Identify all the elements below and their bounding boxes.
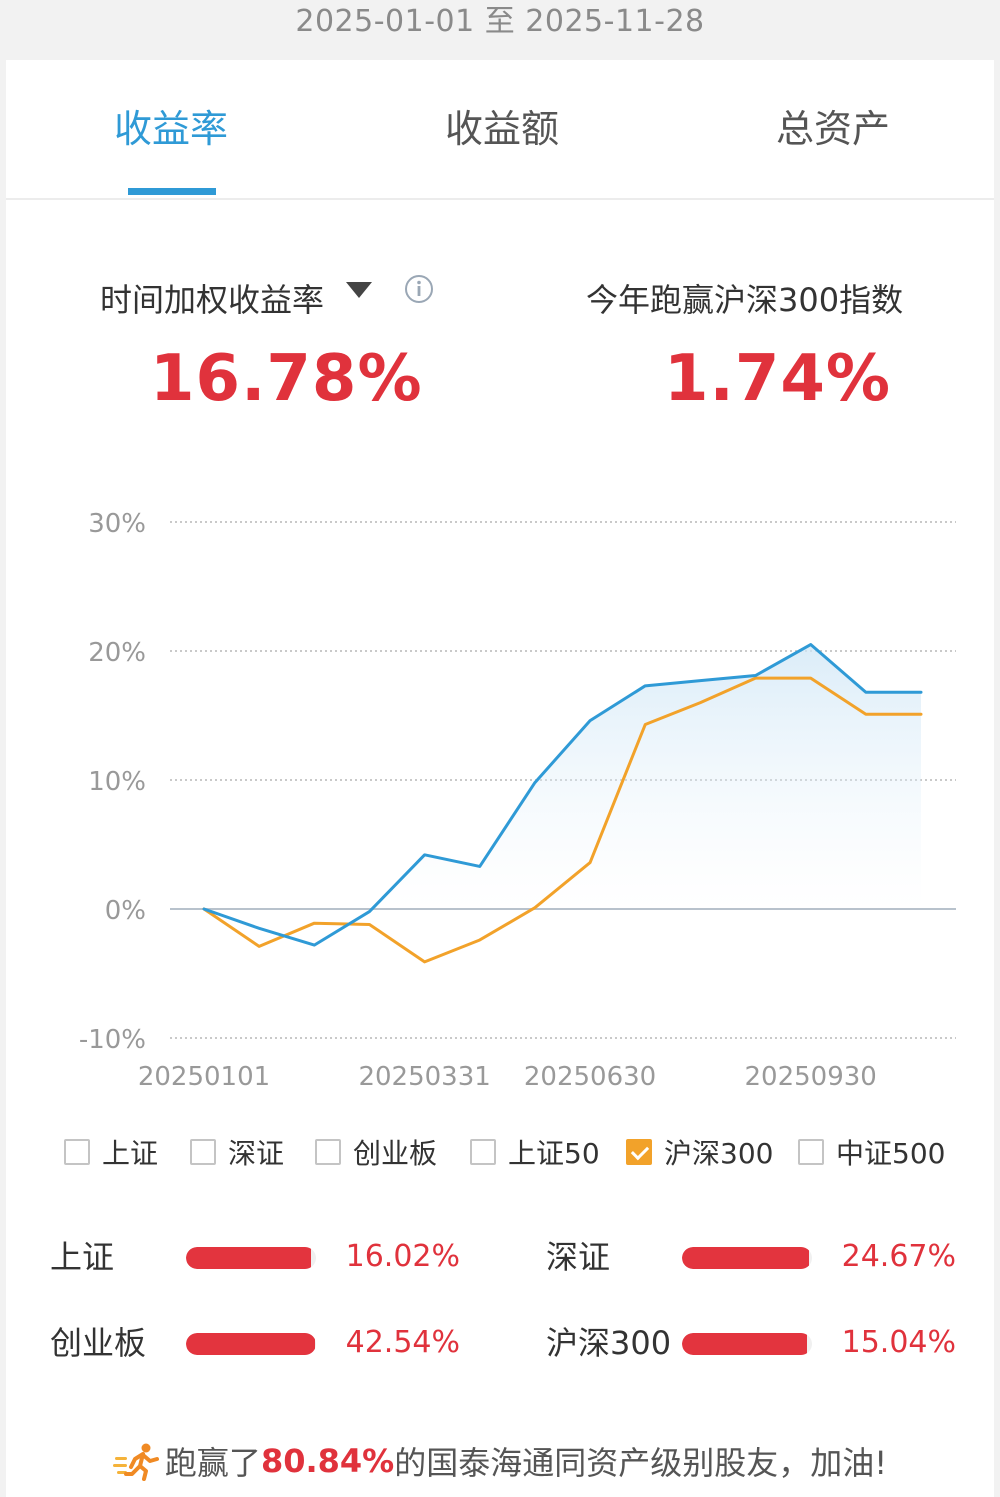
series-line-benchmark [202,676,923,964]
runner-icon [112,1443,159,1481]
tab-return-rate[interactable]: 收益率 [113,107,228,151]
comparison-value: 16.02% [345,1239,460,1274]
comparison-name: 上证 [50,1238,115,1276]
comparison-name: 创业板 [50,1324,147,1362]
ranking-message: 跑赢了80.84%的国泰海通同资产级别股友，加油! [6,1438,994,1488]
checkbox[interactable] [64,1139,90,1165]
comparison-row: 创业板 42.54% [50,1320,470,1366]
index-legend: 上证 深证 创业板 上证50 沪深300 中证500 [6,1132,994,1172]
ranking-suffix: 的国泰海通同资产级别股友，加油! [394,1444,888,1482]
comparison-bar [682,1247,812,1269]
y-tick-label: 30% [88,509,146,539]
comparison-name: 深证 [546,1238,611,1276]
ranking-percent: 80.84% [260,1442,395,1480]
comparison-value: 42.54% [345,1325,460,1360]
comparison-value: 15.04% [841,1325,956,1360]
comparison-bar-fill [186,1333,315,1355]
comparison-bar [186,1247,316,1269]
ranking-prefix: 跑赢了 [164,1444,261,1482]
legend-label: 中证500 [836,1137,946,1170]
y-tick-label: 20% [88,638,146,668]
comparison-row: 沪深300 15.04% [546,1320,966,1366]
info-icon[interactable] [404,274,434,304]
comparison-bar-fill [682,1247,810,1269]
comparison-value: 24.67% [841,1239,956,1274]
beat-index-label: 今年跑赢沪深300指数 [586,281,904,319]
legend-label: 沪深300 [664,1137,774,1170]
return-area [204,644,921,909]
legend-label: 上证 [102,1137,159,1170]
legend-item-csi500[interactable]: 中证500 [798,1132,945,1172]
legend-item-chinext[interactable]: 创业板 [315,1132,437,1172]
caret-down-icon[interactable] [346,282,372,298]
x-tick-label: 20250930 [745,1062,877,1092]
active-tab-indicator [128,188,216,195]
beat-index-value: 1.74% [664,342,892,416]
legend-item-shenzheng[interactable]: 深证 [190,1132,284,1172]
legend-label: 深证 [228,1137,285,1170]
comparison-bar [682,1333,812,1355]
comparison-bar-fill [682,1333,807,1355]
checkbox-checked[interactable] [626,1139,652,1165]
comparison-row: 深证 24.67% [546,1234,966,1280]
x-tick-label: 20250630 [524,1062,656,1092]
series-line-return [202,643,923,947]
x-tick-label: 20250101 [138,1062,270,1092]
checkbox[interactable] [315,1139,341,1165]
return-type-label[interactable]: 时间加权收益率 [100,281,325,319]
tab-return-amount[interactable]: 收益额 [444,107,559,151]
legend-item-csi300[interactable]: 沪深300 [626,1132,773,1172]
checkbox[interactable] [190,1139,216,1165]
x-tick-label: 20250331 [358,1062,490,1092]
y-tick-label: 10% [88,767,146,797]
returns-card: 收益率 收益额 总资产 时间加权收益率 今年跑赢沪深300指数 16.78% 1… [6,60,994,1497]
legend-label: 上证50 [508,1137,600,1170]
tab-bar: 收益率 收益额 总资产 [6,60,994,200]
legend-item-shangzheng[interactable]: 上证 [64,1132,158,1172]
y-tick-label: 0% [105,896,146,926]
date-range: 2025-01-01 至 2025-11-28 [295,4,705,39]
legend-label: 创业板 [353,1137,438,1170]
return-rate-value: 16.78% [150,342,423,416]
y-tick-label: -10% [79,1025,146,1055]
checkbox[interactable] [798,1139,824,1165]
return-chart: 30% 20% 10% 0% -10% 20250101 20250331 20250630 2… [79,509,956,1092]
comparison-bar-fill [186,1247,311,1269]
checkbox[interactable] [470,1139,496,1165]
comparison-name: 沪深300 [546,1324,672,1362]
comparison-row: 上证 16.02% [50,1234,470,1280]
comparison-bar [186,1333,316,1355]
tab-total-assets[interactable]: 总资产 [775,107,890,151]
legend-item-sse50[interactable]: 上证50 [470,1132,600,1172]
